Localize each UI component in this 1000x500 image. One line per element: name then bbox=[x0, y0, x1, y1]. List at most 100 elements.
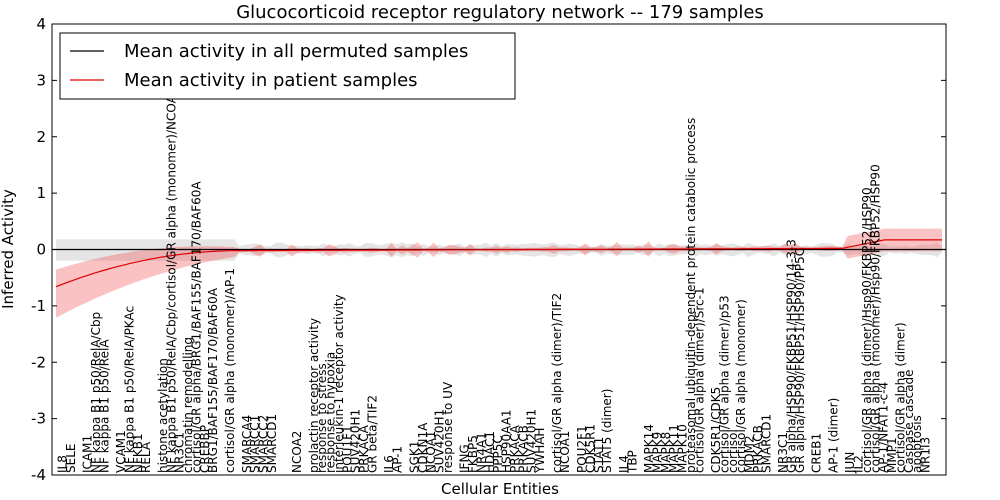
entity-label: NCOA2 bbox=[290, 431, 304, 473]
entity-label: IL8 bbox=[55, 455, 69, 473]
entity-label: PRKACA bbox=[357, 424, 371, 473]
entity-label: PRKACB bbox=[516, 425, 530, 473]
series-lines bbox=[52, 239, 946, 288]
entity-label: PRKACA bbox=[508, 424, 522, 473]
patient-mean-line bbox=[55, 239, 942, 288]
entity-label: POU1F1 bbox=[340, 425, 354, 473]
entity-label: CDK5R1/CDK5 bbox=[709, 387, 723, 473]
entity-label: cortisol/GR alpha (dimer)/p53 bbox=[718, 295, 732, 473]
y-tick-label: -4 bbox=[31, 466, 46, 484]
entity-label: STAT1 bbox=[592, 437, 606, 473]
entity-label: NR1I3 bbox=[919, 437, 933, 473]
entity-label: NF kappa B1 p50/RelA/Cbp bbox=[89, 312, 103, 473]
entity-label: IFNG bbox=[458, 444, 472, 473]
entity-label: CDKN1A bbox=[416, 422, 430, 473]
legend: Mean activity in all permuted samples Mea… bbox=[59, 32, 516, 100]
legend-box bbox=[59, 32, 516, 100]
y-tick-label: 3 bbox=[36, 71, 46, 89]
entity-label: response to hypoxia bbox=[324, 352, 338, 473]
chart-title: Glucocorticoid receptor regulatory netwo… bbox=[236, 2, 764, 23]
entity-label: SGK1 bbox=[407, 441, 421, 473]
entity-label: IL6 bbox=[382, 455, 396, 473]
entity-label: proteasomal ubiquitin-dependent protein … bbox=[684, 118, 698, 473]
entity-label: CREBBP bbox=[198, 425, 212, 473]
entity-label: cortisol/GR alpha (dimer)/Src-1 bbox=[692, 287, 706, 473]
x-axis-label: Cellular Entities bbox=[441, 480, 559, 498]
y-tick-label: 2 bbox=[36, 128, 46, 146]
y-tick-label: -3 bbox=[31, 410, 46, 428]
entity-label: SMARCC2 bbox=[257, 415, 271, 473]
entity-label: cortisol/GR alpha/BRG1/BAF155/BAF170/BAF… bbox=[190, 181, 204, 473]
entity-label: IL4 bbox=[617, 455, 631, 473]
entity-label: NCOA1 bbox=[558, 431, 572, 473]
entity-label: cortisol/GR alpha (dimer) bbox=[894, 322, 908, 473]
entity-label: SMARCD1 bbox=[759, 414, 773, 473]
entity-label: NF kappa B1 p50/RelA/PKAc bbox=[122, 306, 136, 473]
entity-label: cortisol/GR alpha (monomer) bbox=[734, 299, 748, 473]
entity-label: GR alpha/HSP90/FKBP51/HSP90/PP5C bbox=[793, 248, 807, 473]
entity-label: SUV420H1 bbox=[433, 409, 447, 473]
entity-label: MAPK10 bbox=[676, 424, 690, 473]
y-axis-label: Inferred Activity bbox=[0, 189, 17, 309]
entity-label: MMP1 bbox=[885, 437, 899, 473]
y-ticks: -4 -3 -2 -1 0 1 2 3 4 bbox=[31, 15, 946, 484]
y-tick-label: 4 bbox=[36, 15, 46, 33]
entity-label: GR alpha/HSP90/FKBP51/HSP90/14-3-3 bbox=[785, 239, 799, 473]
entity-label: TBP bbox=[625, 450, 639, 474]
entity-label: SUV420H1 bbox=[525, 409, 539, 473]
entity-label: GR beta/TIF2 bbox=[366, 395, 380, 473]
entity-label: RELA bbox=[139, 441, 153, 473]
y-tick-label: 1 bbox=[36, 184, 46, 202]
entity-label: SMARCD1 bbox=[265, 414, 279, 473]
entity-label: cortisol/GR alpha (monomer)/Hsp90/FKBP52… bbox=[868, 164, 882, 473]
entity-label: NR3C1 bbox=[776, 432, 790, 473]
entity-label: SELE bbox=[64, 444, 78, 473]
entity-label: SMARCA4 bbox=[240, 415, 254, 473]
entity-label: MAPK9 bbox=[650, 432, 664, 473]
entity-label: AP-1 bbox=[391, 446, 405, 473]
entity-label: VCAM1 bbox=[114, 430, 128, 473]
entity-label: SMARCC1 bbox=[248, 415, 262, 473]
entity-label: MAPK11 bbox=[667, 424, 681, 473]
entity-label: ICAM1 bbox=[81, 435, 95, 473]
entity-label: HDAC1 bbox=[483, 431, 497, 473]
entity-label: NF kappa B1 p50/RelA bbox=[97, 339, 111, 473]
entity-label: histone acetylation bbox=[156, 358, 170, 473]
entity-label: HSP90AA1 bbox=[500, 409, 514, 473]
legend-entry-label: Mean activity in patient samples bbox=[124, 70, 418, 91]
y-tick-label: -1 bbox=[31, 297, 46, 315]
entity-label: STAT5 (dimer) bbox=[600, 389, 614, 473]
entity-label: NCOA1 bbox=[424, 431, 438, 473]
entity-label: prolactin receptor activity bbox=[307, 318, 321, 473]
entity-label: chromatin remodelling bbox=[181, 337, 195, 473]
entity-label: cortisol/GR alpha (dimer)/Hsp90/FKBP52/H… bbox=[860, 187, 874, 473]
entity-label: CDK5R1 bbox=[583, 424, 597, 473]
entity-label: interleukin-1 receptor activity bbox=[332, 294, 346, 473]
entity-label: AP-1/NFAT1-c-4 bbox=[877, 382, 891, 473]
legend-entry-label: Mean activity in all permuted samples bbox=[124, 41, 468, 62]
entity-label: NR4A1 bbox=[474, 432, 488, 473]
entity-label: CREB1 bbox=[810, 433, 824, 473]
entity-label: response to stress bbox=[315, 363, 329, 473]
entity-label: MAPK8 bbox=[659, 432, 673, 473]
entity-label: NR3C1 bbox=[173, 432, 187, 473]
entity-label: SUV420H1 bbox=[349, 409, 363, 473]
entity-label: POU2F1 bbox=[575, 425, 589, 473]
entity-label: PRKACB bbox=[751, 425, 765, 473]
entity-label: cortisol/GR alpha (dimer)/TIF2 bbox=[550, 293, 564, 473]
entity-label: JUN bbox=[843, 452, 857, 474]
entity-label: MDM2 bbox=[743, 435, 757, 473]
y-tick-label: -2 bbox=[31, 353, 46, 371]
entity-label: NFKB1 bbox=[131, 433, 145, 473]
entity-label: IL2 bbox=[852, 455, 866, 473]
entity-label: apoptosis bbox=[910, 415, 924, 473]
entity-label: BRG1/BAF155/BAF170/BAF60A bbox=[206, 287, 220, 473]
entity-label: Caspase cascade bbox=[902, 369, 916, 473]
entity-label: FKBP5 bbox=[466, 435, 480, 473]
entity-label: NF kappa B1 p50/RelA/Cbp/cortisol/GR alp… bbox=[164, 88, 178, 473]
entity-label: cortisol/GR alpha (monomer)/AP-1 bbox=[223, 268, 237, 473]
entity-label: cortisol bbox=[726, 429, 740, 473]
entity-label: YWHAH bbox=[533, 428, 547, 474]
